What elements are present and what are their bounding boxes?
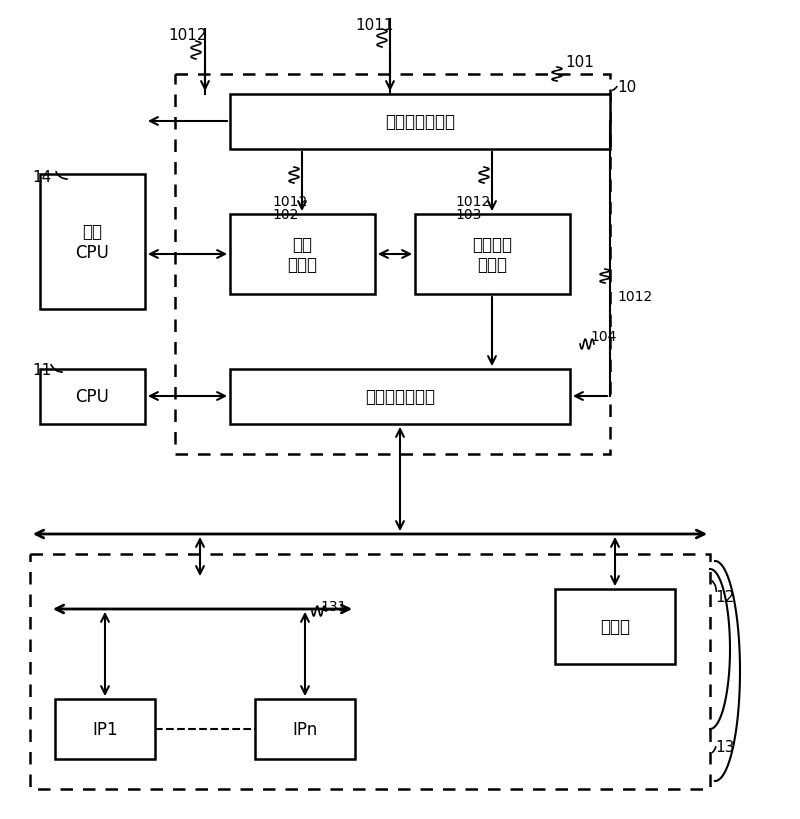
Bar (555, 590, 675, 664)
Text: 103: 103 (455, 208, 482, 222)
Bar (255, 699, 355, 759)
Text: 虚拟
CPU: 虚拟 CPU (75, 223, 110, 261)
Text: 101: 101 (565, 55, 594, 70)
Bar (30, 554, 710, 789)
Bar (175, 75, 610, 455)
Text: 1012: 1012 (272, 195, 307, 209)
Text: 14: 14 (32, 170, 51, 185)
Text: 104: 104 (590, 329, 616, 344)
Bar (415, 215, 570, 295)
Text: 1012: 1012 (168, 28, 206, 43)
Text: 1012: 1012 (455, 195, 490, 209)
Text: 引脚信号
控制器: 引脚信号 控制器 (473, 235, 513, 274)
Bar (55, 699, 155, 759)
Text: 11: 11 (32, 363, 51, 378)
Text: 102: 102 (272, 208, 298, 222)
Text: 13: 13 (715, 739, 734, 754)
Bar (230, 95, 610, 150)
Text: 封装形式控制器: 封装形式控制器 (385, 113, 455, 131)
Text: 引脚
转换器: 引脚 转换器 (287, 235, 318, 274)
Text: 12: 12 (715, 590, 734, 604)
Text: 1011: 1011 (355, 18, 394, 33)
Text: CPU: CPU (75, 388, 110, 406)
Text: IPn: IPn (292, 720, 318, 738)
Text: 存储器: 存储器 (600, 618, 630, 636)
Text: 131: 131 (320, 600, 346, 613)
Bar (40, 174, 145, 310)
Text: 总线信号选择器: 总线信号选择器 (365, 388, 435, 406)
Text: 10: 10 (617, 80, 636, 95)
Text: 1012: 1012 (617, 290, 652, 304)
Bar (230, 369, 570, 424)
Text: IP1: IP1 (92, 720, 118, 738)
Bar (40, 369, 145, 424)
Bar (230, 215, 375, 295)
